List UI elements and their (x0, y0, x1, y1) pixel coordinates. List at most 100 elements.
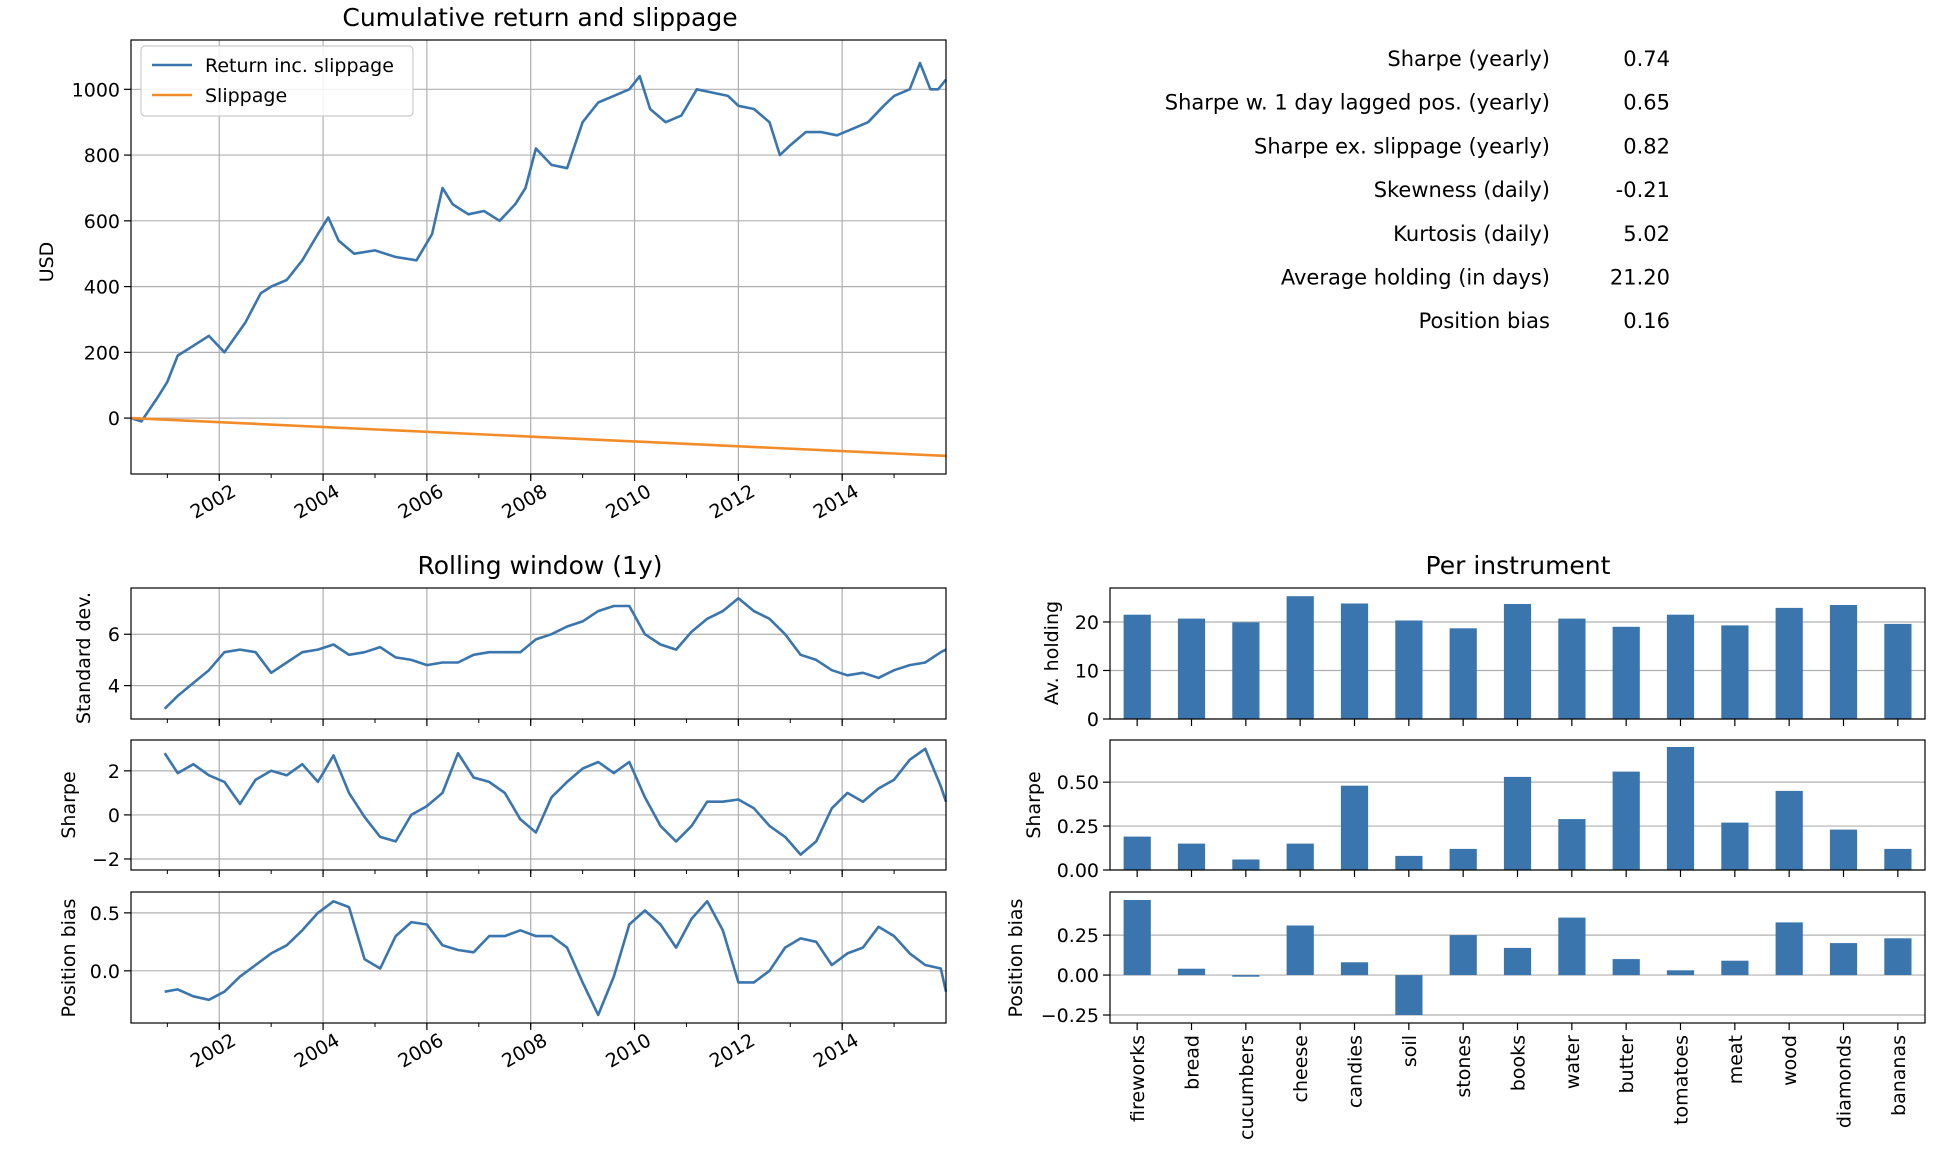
bar-soil (1395, 620, 1423, 719)
rolling-sharpe-frame (130, 739, 947, 871)
x-tick-label: 2002 (187, 480, 240, 523)
bar-cheese (1286, 596, 1314, 719)
cumulative-return-panel: Cumulative return and slippage USD 2002 2… (36, 3, 948, 524)
bar-soil (1395, 975, 1423, 1015)
y-tick-label: 0 (108, 805, 120, 827)
per-instrument-sharpe-ylabel: Sharpe (1023, 771, 1045, 838)
category-label: stones (1453, 1035, 1475, 1098)
cumulative-ylabel: USD (36, 242, 58, 283)
cumulative-title: Cumulative return and slippage (342, 3, 737, 32)
stat-value: -0.21 (1616, 178, 1670, 202)
stat-value: 0.16 (1623, 309, 1670, 333)
bar-books (1503, 947, 1532, 976)
rolling-std-panel: Standard dev. 4 6 (73, 587, 947, 726)
bar-bananas (1884, 623, 1912, 719)
bar-water (1558, 917, 1586, 976)
y-tick-label: 400 (84, 277, 120, 299)
bar-fireworks (1123, 614, 1151, 719)
bar-bananas (1884, 938, 1912, 975)
bar-cucumbers (1232, 975, 1260, 977)
x-tick-label: 2014 (810, 480, 863, 523)
bar-wood (1775, 922, 1803, 976)
y-tick-label: 0.0 (90, 961, 120, 983)
series-line (130, 61, 948, 423)
y-tick-label: 800 (84, 145, 120, 167)
bar-books (1503, 604, 1532, 719)
stat-value: 0.65 (1623, 91, 1670, 115)
y-tick-label: 6 (108, 624, 120, 646)
series-line (163, 747, 948, 856)
bar-candies (1340, 603, 1369, 719)
x-tick-label: 2010 (602, 480, 655, 523)
y-tick-label: 0.25 (1057, 925, 1099, 947)
x-tick-label: 2004 (291, 1029, 344, 1072)
bar-stones (1449, 628, 1477, 719)
bar-candies (1340, 785, 1369, 870)
x-tick-label: 2008 (498, 1029, 551, 1072)
category-label: soil (1399, 1035, 1421, 1067)
y-tick-label: 200 (84, 342, 120, 364)
category-label: tomatoes (1671, 1035, 1693, 1125)
rolling-std-frame (130, 587, 947, 720)
category-label: fireworks (1127, 1035, 1149, 1122)
bar-meat (1721, 960, 1749, 976)
y-tick-label: 0.50 (1057, 772, 1099, 794)
stat-value: 0.82 (1623, 134, 1670, 158)
legend-label-return: Return inc. slippage (205, 55, 394, 77)
y-tick-label: 0.00 (1057, 965, 1099, 987)
stat-label: Skewness (daily) (1374, 178, 1550, 202)
rolling-bias-frame (130, 891, 947, 1024)
per-instrument-holding-panel: Av. holding 0 10 20 (1041, 587, 1926, 731)
per-instrument-sharpe-panel: Sharpe 0.00 0.25 0.50 (1023, 739, 1926, 882)
per-instrument-holding-ylabel: Av. holding (1041, 601, 1063, 705)
x-tick-label: 2004 (291, 480, 344, 523)
stat-label: Sharpe (yearly) (1387, 47, 1550, 71)
stat-value: 21.20 (1610, 266, 1670, 290)
y-tick-label: 600 (84, 211, 120, 233)
y-tick-label: −0.25 (1041, 1005, 1099, 1027)
bar-water (1558, 618, 1586, 719)
category-label: cucumbers (1236, 1035, 1258, 1140)
bar-wood (1775, 607, 1803, 719)
stat-value: 5.02 (1623, 222, 1670, 246)
stat-label: Position bias (1419, 309, 1550, 333)
bar-soil (1395, 855, 1423, 870)
bar-stones (1449, 848, 1477, 870)
series-line (130, 416, 947, 458)
y-tick-label: 4 (108, 676, 120, 698)
per-instrument-bias-ylabel: Position bias (1005, 899, 1027, 1018)
bar-bread (1177, 843, 1206, 870)
category-label: butter (1616, 1035, 1638, 1094)
y-tick-label: 0 (108, 408, 120, 430)
stat-label: Average holding (in days) (1281, 266, 1550, 290)
bar-butter (1612, 959, 1640, 976)
category-label: books (1508, 1035, 1530, 1091)
bar-tomatoes (1666, 747, 1695, 870)
rolling-sharpe-panel: Sharpe −2 0 2 (58, 739, 948, 877)
per-instrument-title: Per instrument (1426, 551, 1611, 580)
y-tick-label: 0.00 (1057, 860, 1099, 882)
bar-butter (1612, 626, 1640, 719)
bar-stones (1449, 935, 1477, 975)
category-label: candies (1345, 1035, 1367, 1108)
y-tick-label: 0.5 (90, 903, 120, 925)
stat-label: Sharpe w. 1 day lagged pos. (yearly) (1165, 91, 1550, 115)
series-line (163, 597, 947, 710)
bar-bread (1177, 618, 1206, 719)
bar-fireworks (1123, 900, 1151, 976)
legend-box (140, 45, 414, 117)
bar-cheese (1286, 925, 1314, 975)
bar-water (1558, 819, 1586, 870)
bar-diamonds (1829, 829, 1858, 870)
x-tick-label: 2008 (498, 480, 551, 523)
y-tick-label: 10 (1075, 660, 1099, 682)
per-instrument-holding-frame (1109, 587, 1926, 720)
category-label: bananas (1888, 1035, 1910, 1116)
category-label: wood (1779, 1035, 1801, 1086)
stat-label: Kurtosis (daily) (1393, 222, 1550, 246)
bar-books (1503, 776, 1532, 870)
x-tick-label: 2006 (394, 1029, 447, 1072)
bar-meat (1721, 822, 1749, 870)
per-instrument-sharpe-frame (1109, 739, 1926, 871)
series-line (164, 900, 948, 1017)
